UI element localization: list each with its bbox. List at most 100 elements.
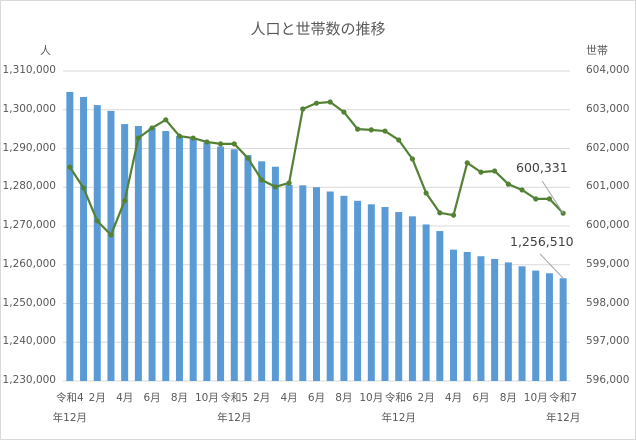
households-marker xyxy=(478,169,484,175)
households-marker xyxy=(355,126,361,132)
population-bar xyxy=(340,195,348,381)
x-axis-tick: 令和6 xyxy=(384,392,413,404)
households-marker xyxy=(368,127,374,133)
population-bar xyxy=(230,149,238,381)
x-axis-tick: 6月 xyxy=(472,392,490,404)
left-axis-unit: 人 xyxy=(40,44,51,57)
x-axis-tick: 8月 xyxy=(499,392,517,404)
left-axis-tick: 1,310,000 xyxy=(2,64,56,76)
label-leader-line xyxy=(539,253,564,279)
households-last-value-label: 600,331 xyxy=(516,160,568,175)
population-bar xyxy=(271,166,279,381)
left-axis-tick: 1,290,000 xyxy=(2,141,56,154)
right-axis-tick: 597,000 xyxy=(586,335,630,348)
households-marker xyxy=(135,135,141,141)
left-axis-tick: 1,260,000 xyxy=(2,257,56,270)
households-marker xyxy=(300,106,306,112)
right-axis-tick: 598,000 xyxy=(586,296,630,309)
x-axis-tick: 6月 xyxy=(307,392,326,404)
population-bar xyxy=(408,216,416,381)
right-axis-tick: 604,000 xyxy=(586,64,630,76)
households-marker xyxy=(341,109,347,115)
population-bar xyxy=(532,270,540,381)
population-bar xyxy=(121,124,129,382)
population-bar xyxy=(217,146,225,381)
households-marker xyxy=(409,156,416,162)
population-bar xyxy=(518,266,526,381)
households-marker xyxy=(94,218,100,224)
population-bar xyxy=(299,185,307,381)
left-axis-tick: 1,270,000 xyxy=(2,219,56,231)
households-marker xyxy=(423,190,429,196)
x-axis-tick: 4月 xyxy=(444,392,463,404)
households-marker xyxy=(217,141,224,147)
x-axis-tick: 8月 xyxy=(335,392,353,404)
right-axis-tick: 596,000 xyxy=(586,374,630,386)
x-axis-tick: 2月 xyxy=(253,392,271,404)
x-axis-tick: 10月 xyxy=(359,392,384,404)
population-bar xyxy=(436,231,444,381)
households-marker xyxy=(396,137,402,143)
population-last-value-label: 1,256,510 xyxy=(510,234,574,249)
population-bar xyxy=(422,224,430,381)
x-axis-tick: 4月 xyxy=(280,392,298,404)
population-bar xyxy=(203,142,211,381)
households-marker xyxy=(204,139,210,145)
left-axis-tick: 1,240,000 xyxy=(2,335,56,348)
population-bar xyxy=(450,249,458,381)
left-axis-tick: 1,250,000 xyxy=(2,296,56,309)
population-bar xyxy=(258,161,266,381)
households-marker xyxy=(272,184,278,190)
x-axis-tick: 2月 xyxy=(88,392,106,404)
population-bar xyxy=(244,155,252,381)
population-bar xyxy=(175,136,183,381)
households-marker xyxy=(464,160,470,166)
population-bar xyxy=(93,105,101,381)
households-marker xyxy=(519,187,525,193)
x-axis-tick: 8月 xyxy=(170,392,189,404)
households-marker xyxy=(231,141,237,147)
households-marker xyxy=(533,196,539,202)
population-bar xyxy=(313,187,320,381)
households-marker xyxy=(437,210,443,216)
population-bar xyxy=(504,262,512,381)
right-axis-tick: 599,000 xyxy=(586,257,630,270)
households-marker xyxy=(122,198,128,204)
x-axis-tick: 10月 xyxy=(523,392,548,404)
households-marker xyxy=(245,155,251,161)
left-axis-tick: 1,230,000 xyxy=(2,374,56,386)
x-axis-tick: 令和7 xyxy=(549,392,577,404)
x-axis-tick-line2: 年12月 xyxy=(217,412,252,424)
population-bar xyxy=(326,191,334,381)
population-bar xyxy=(162,131,170,381)
right-axis-unit: 世帯 xyxy=(586,44,608,57)
households-marker xyxy=(259,177,265,183)
population-bar xyxy=(381,207,389,381)
households-marker xyxy=(176,133,183,139)
households-marker xyxy=(505,181,511,187)
population-bar xyxy=(107,110,115,381)
population-bar xyxy=(463,251,471,381)
right-axis-tick: 601,000 xyxy=(586,180,630,193)
right-axis-tick: 602,000 xyxy=(586,141,630,154)
population-bar xyxy=(559,278,567,381)
left-axis-tick: 1,280,000 xyxy=(2,180,56,193)
population-bar xyxy=(491,258,499,381)
x-axis-tick: 令和5 xyxy=(220,392,249,404)
households-marker xyxy=(67,164,73,170)
population-bar xyxy=(367,204,375,381)
population-bar xyxy=(285,184,293,381)
households-marker xyxy=(286,180,292,186)
x-axis-tick: 令和4 xyxy=(56,392,84,404)
households-marker xyxy=(149,125,155,131)
households-marker xyxy=(313,100,320,106)
population-bar xyxy=(477,256,485,381)
households-marker xyxy=(80,185,87,191)
left-axis-tick: 1,300,000 xyxy=(2,102,56,115)
population-bar xyxy=(134,126,142,382)
right-axis-tick: 600,000 xyxy=(586,219,630,231)
households-marker xyxy=(450,212,457,218)
x-axis-tick: 2月 xyxy=(417,392,435,404)
households-marker xyxy=(108,232,114,238)
households-marker xyxy=(560,210,566,216)
